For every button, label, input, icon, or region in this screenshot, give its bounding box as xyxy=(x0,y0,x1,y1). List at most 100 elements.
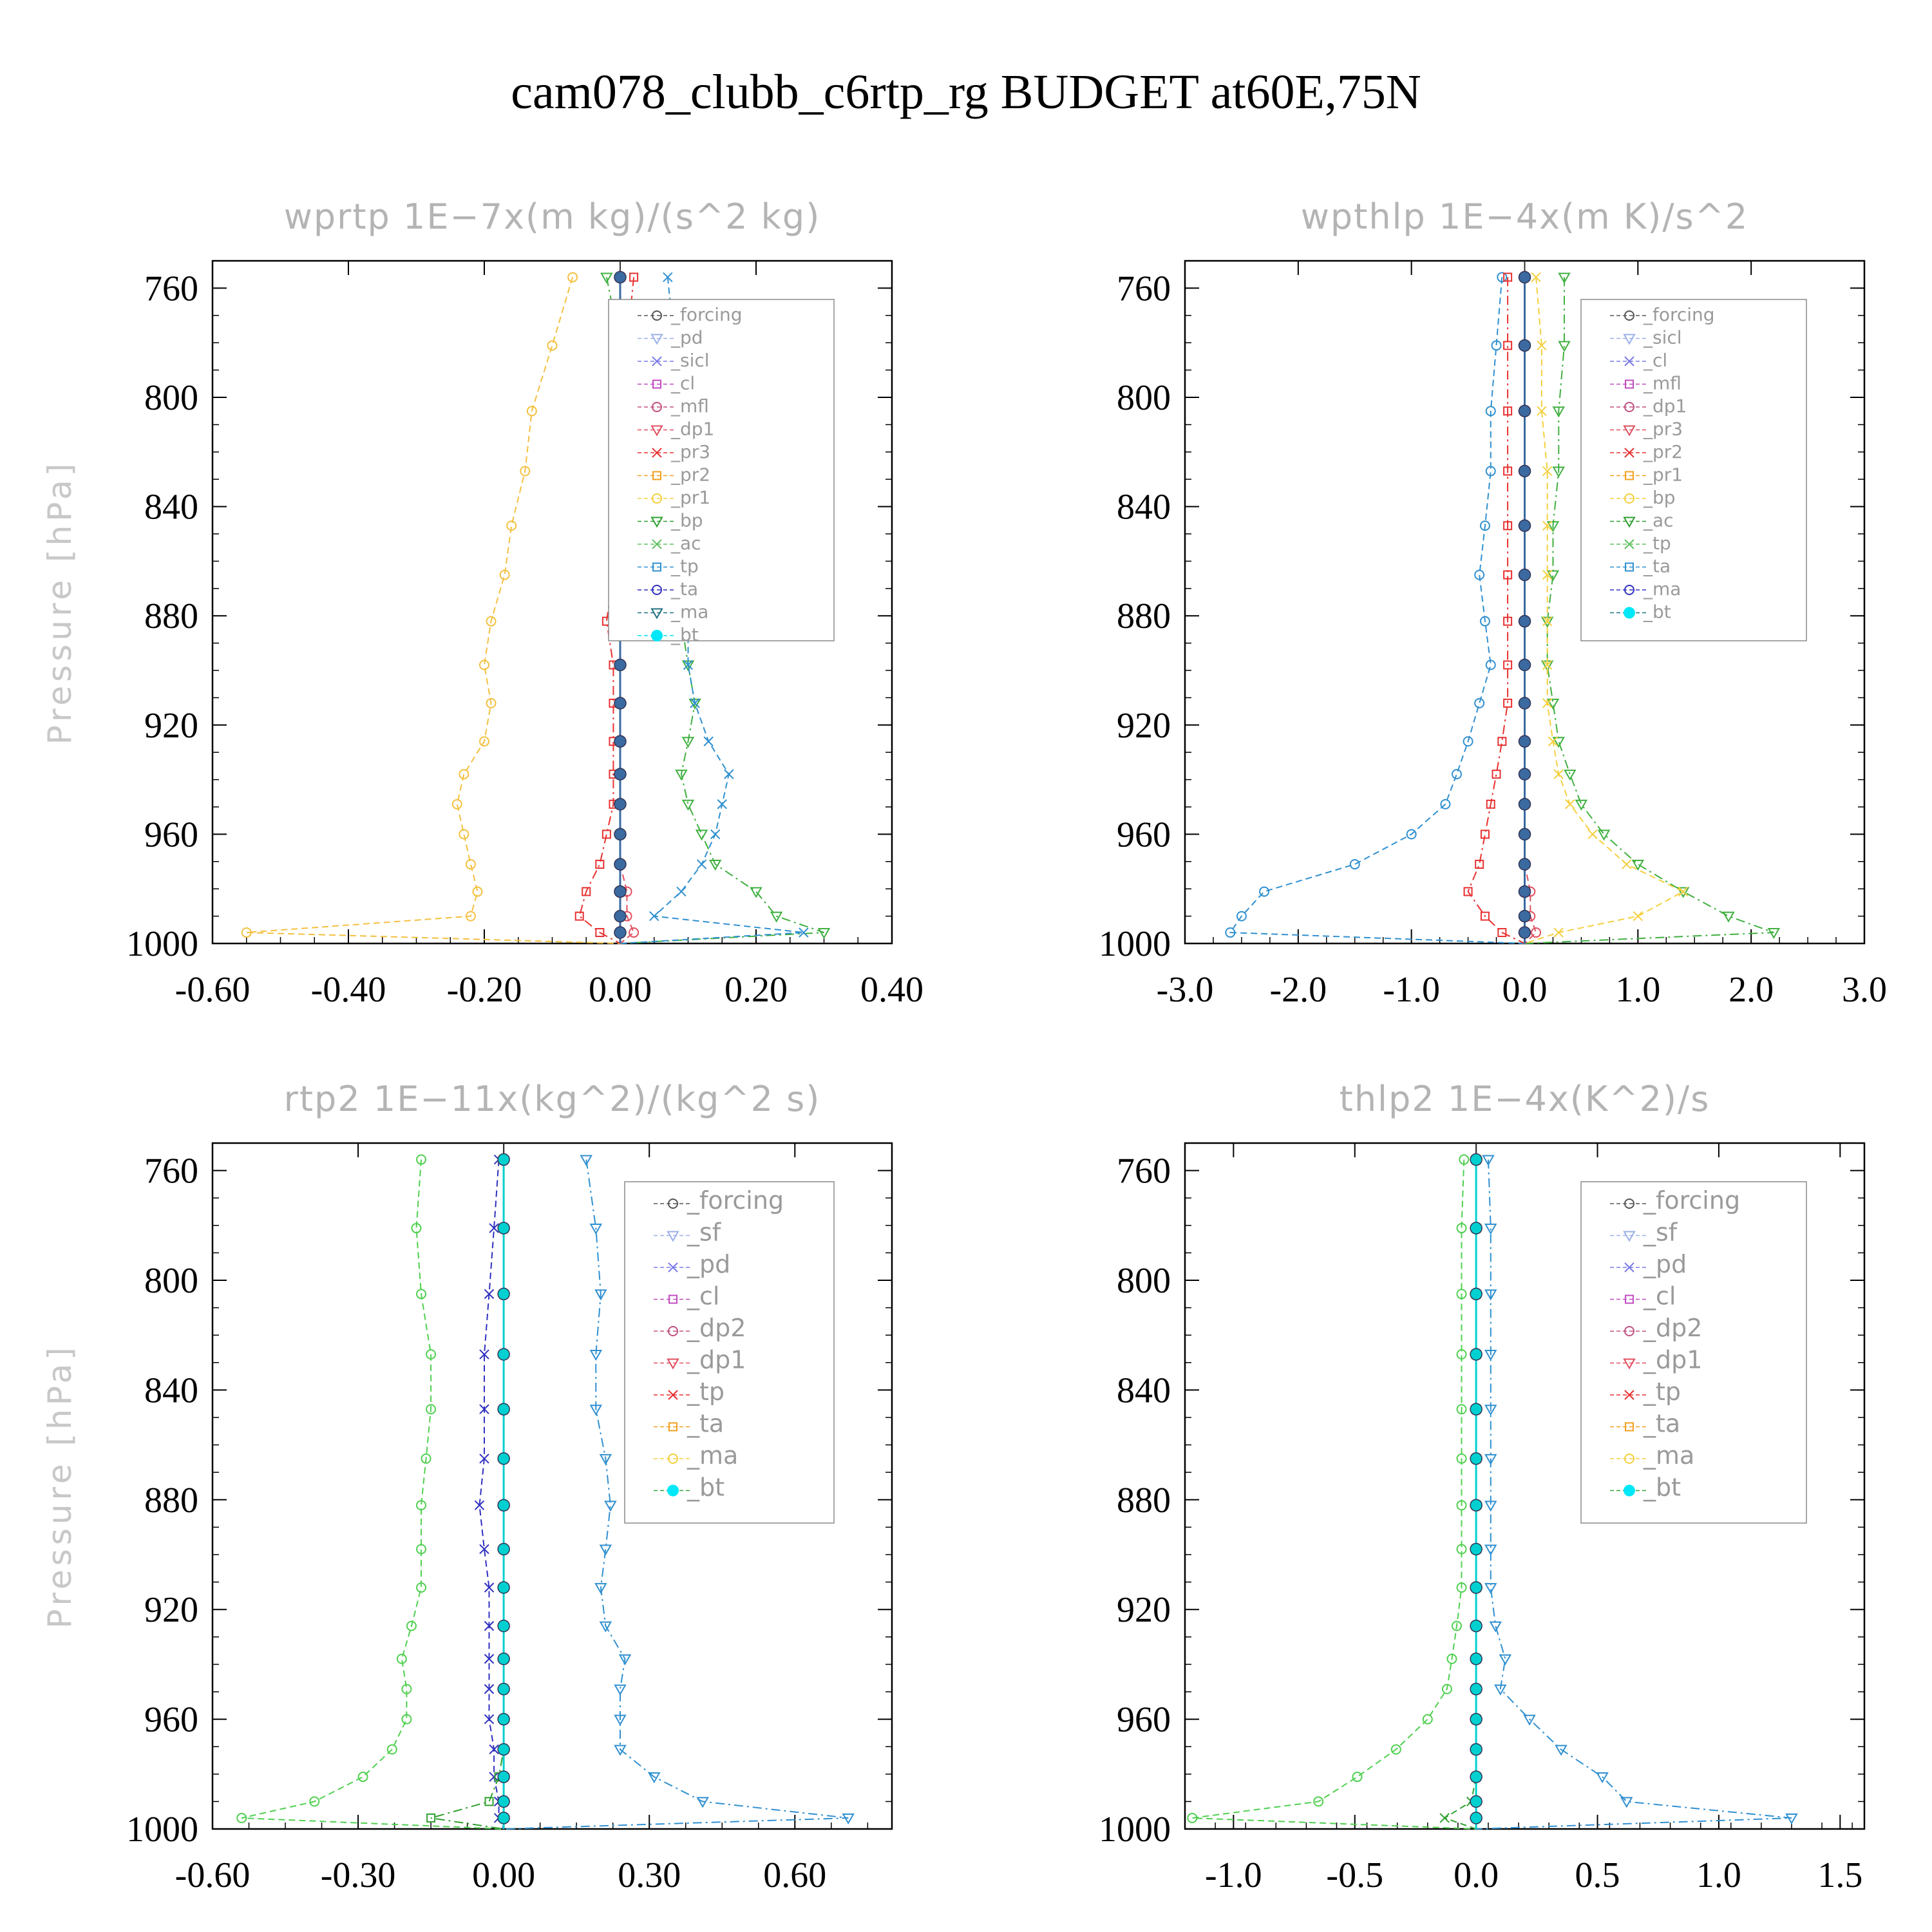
legend-entry: _ta xyxy=(670,578,698,600)
legend-entry: _cl xyxy=(670,373,695,394)
data-point xyxy=(1546,698,1560,710)
data-point xyxy=(1552,737,1565,748)
data-point xyxy=(1484,1289,1497,1301)
data-point xyxy=(1620,1797,1633,1808)
data-point xyxy=(1622,859,1632,869)
data-point xyxy=(1518,798,1531,811)
data-point xyxy=(1676,887,1690,898)
data-point xyxy=(484,1714,495,1725)
data-point xyxy=(1503,521,1513,531)
y-tick-label: 880 xyxy=(144,1481,198,1520)
data-point xyxy=(1470,1499,1482,1512)
data-point xyxy=(547,340,558,351)
data-point xyxy=(1552,466,1565,478)
data-point xyxy=(1484,1350,1497,1361)
data-point xyxy=(416,1582,427,1593)
legend-entry: _sicl xyxy=(1643,327,1682,348)
data-point xyxy=(1587,829,1598,840)
data-point xyxy=(1456,1349,1467,1360)
legend-entry: _sicl xyxy=(670,350,710,371)
data-point xyxy=(1518,885,1531,898)
series-line xyxy=(504,1159,849,1830)
data-point xyxy=(614,697,627,710)
panel-title: wpthlp 1E−4x(m K)/s^2 xyxy=(1301,196,1749,237)
data-point xyxy=(1470,1743,1482,1756)
data-point xyxy=(357,1772,368,1783)
legend-entry: _forcing xyxy=(687,1186,784,1215)
y-tick-label: 960 xyxy=(1117,815,1171,855)
legend-entry: _bt xyxy=(670,624,699,645)
plot-frame xyxy=(211,1142,893,1830)
legend-swatch-marker xyxy=(1624,448,1634,458)
legend-swatch-marker xyxy=(1624,607,1635,619)
panel-title: wprtp 1E−7x(m kg)/(s^2 kg) xyxy=(284,196,821,237)
data-point xyxy=(1470,1403,1482,1416)
legend-swatch-marker xyxy=(1623,1358,1636,1370)
data-point xyxy=(683,659,694,670)
series-line xyxy=(1476,1159,1792,1830)
data-point xyxy=(1722,911,1735,923)
legend-entry: _dp1 xyxy=(670,419,714,440)
data-point xyxy=(614,909,627,923)
legend-swatch-marker xyxy=(650,516,663,528)
x-tick-label: 0.0 xyxy=(1454,1855,1499,1895)
data-point xyxy=(1542,569,1553,580)
x-tick-label: 0.40 xyxy=(860,970,923,1010)
legend-swatch-marker xyxy=(668,1454,678,1464)
legend-entry: _ma xyxy=(1643,578,1681,600)
data-point xyxy=(497,1620,510,1633)
data-point xyxy=(599,1544,612,1556)
data-point xyxy=(1503,616,1513,626)
legend-swatch-marker xyxy=(668,1390,678,1400)
y-tick-label: 800 xyxy=(144,378,198,418)
data-point xyxy=(690,698,700,708)
data-point xyxy=(1485,406,1496,417)
x-tick-label: -0.40 xyxy=(311,970,386,1010)
y-tick-label: 800 xyxy=(1117,378,1171,418)
data-point xyxy=(479,659,489,670)
data-point xyxy=(426,1349,437,1360)
legend-swatch-marker xyxy=(1624,1262,1634,1273)
legend-entry: _ac xyxy=(670,533,701,554)
x-tick-label: 3.0 xyxy=(1842,970,1887,1010)
data-point xyxy=(1518,858,1531,871)
x-tick-label: 0.60 xyxy=(763,1855,826,1895)
legend-entry: _pd xyxy=(1643,1250,1687,1278)
x-tick-label: 1.0 xyxy=(1696,1855,1741,1895)
data-point xyxy=(663,272,673,283)
data-point xyxy=(1485,466,1496,477)
legend-entry: _pr3 xyxy=(670,441,710,462)
legend-entry: _dp2 xyxy=(687,1314,746,1342)
legend-swatch-marker xyxy=(652,448,662,458)
data-point xyxy=(1555,1745,1567,1756)
data-point xyxy=(750,887,762,898)
data-point xyxy=(472,886,483,897)
x-tick-label: -1.0 xyxy=(1205,1855,1262,1895)
data-point xyxy=(1503,341,1513,350)
data-point xyxy=(1548,736,1558,746)
legend-entry: _ac xyxy=(1643,510,1674,531)
data-point xyxy=(1489,1621,1502,1633)
data-point xyxy=(1575,799,1588,811)
y-axis-label: Pressure [hPa] xyxy=(41,460,79,745)
legend-swatch-marker xyxy=(667,1358,679,1370)
y-tick-label: 800 xyxy=(1117,1261,1171,1301)
legend-entry: _forcing xyxy=(1643,1186,1740,1215)
data-point xyxy=(241,927,252,938)
series-dp1 xyxy=(236,1154,504,1830)
data-point xyxy=(799,927,809,938)
x-tick-label: -0.5 xyxy=(1326,1855,1383,1895)
panel-4: thlp2 1E−4x(K^2)/s Pressure [hPa] -1.0 -0.5… xyxy=(41,1079,1866,1895)
data-point xyxy=(1313,1796,1324,1807)
data-point xyxy=(236,1812,247,1823)
data-point xyxy=(1406,829,1417,840)
series-pr3 xyxy=(1463,272,1525,944)
data-point xyxy=(1518,614,1531,628)
data-point xyxy=(1470,1542,1482,1556)
data-point xyxy=(600,272,613,284)
data-point xyxy=(1479,616,1490,627)
x-tick-label: 1.0 xyxy=(1615,970,1660,1010)
data-point xyxy=(1463,736,1473,747)
data-point xyxy=(1518,568,1531,582)
data-point xyxy=(426,1404,437,1415)
